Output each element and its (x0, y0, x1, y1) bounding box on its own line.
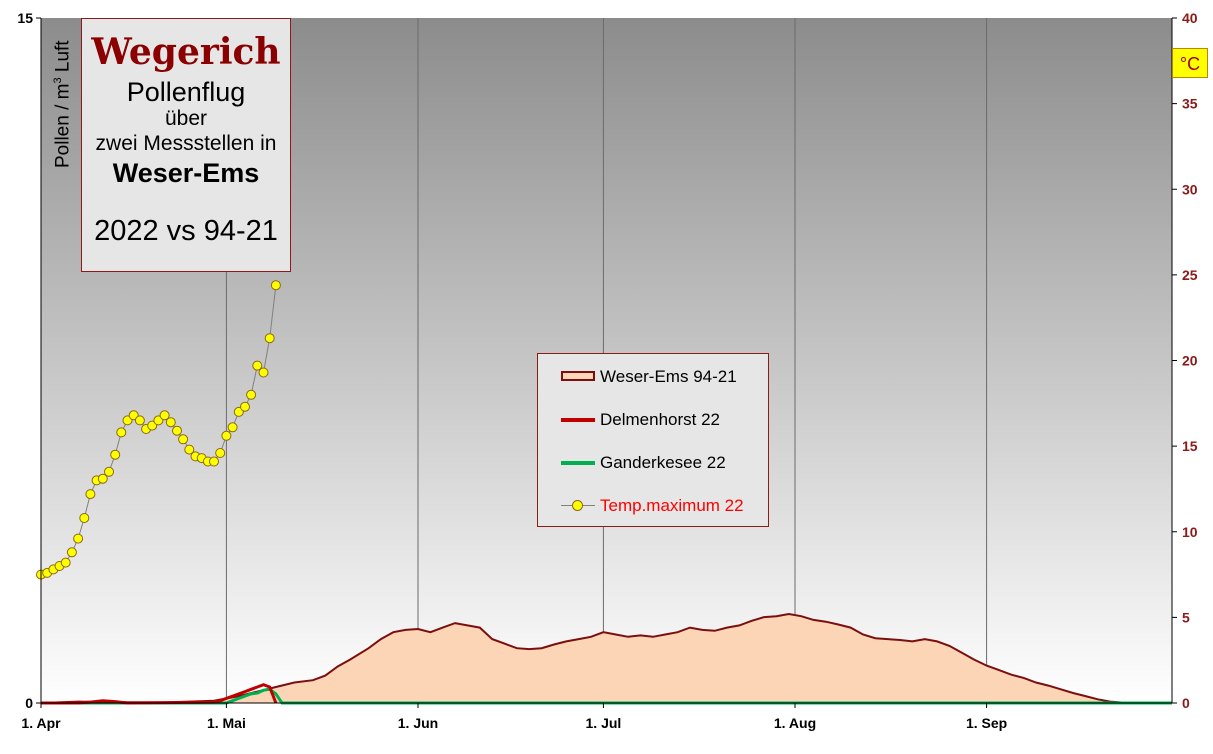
temperature-point-30 (221, 430, 232, 441)
x-tick-label-4: 1. Aug (774, 715, 816, 731)
chart-subtitle-2: über (164, 107, 208, 130)
temperature-point-7 (79, 513, 90, 523)
chart-title: Wegerich (91, 31, 281, 73)
legend-label-delmenhorst: Delmenhorst 22 (600, 410, 721, 429)
chart-subtitle-1: Pollenflug (126, 77, 246, 107)
y-right-tick-label-3: 15 (1182, 438, 1198, 454)
axes: 0 15 0 5 10 15 20 25 30 35 40 1. Apr 1. Mai 1. Jun 1. … (17, 10, 1197, 731)
y-right-tick-label-2: 10 (1182, 524, 1198, 540)
y-axis-left-label-tail: Luft (52, 40, 74, 78)
temperature-point-37 (264, 333, 275, 344)
y-axis-left-label: Pollen / m3 Luft (52, 40, 74, 168)
temperature-point-28 (209, 456, 219, 467)
temperature-point-10 (97, 473, 108, 484)
temperature-point-20 (159, 410, 170, 421)
temperature-point-29 (215, 448, 226, 458)
legend-label-temperature: Temp.maximum 22 (600, 496, 744, 515)
series-area-line (40, 612, 1172, 704)
temperature-point-12 (110, 449, 121, 460)
legend-swatch-ganderkesee (560, 452, 596, 474)
temperature-unit-badge: °C (1172, 48, 1208, 78)
temperature-point-21 (165, 417, 176, 428)
temperature-point-16 (134, 415, 145, 426)
x-tick-label-3: 1. Jul (586, 715, 622, 731)
y-axis-left-label-sup: 3 (52, 77, 64, 84)
chart-region: Weser-Ems (112, 158, 260, 188)
y-right-tick-label-5: 25 (1182, 267, 1198, 283)
y-right-tick-label-7: 35 (1182, 96, 1198, 112)
y-left-tick-label-0: 0 (25, 695, 33, 711)
temperature-point-33 (240, 401, 250, 412)
series-layer (36, 280, 1172, 705)
series-delmenhorst-line (41, 683, 278, 705)
y-right-tick-label-4: 20 (1182, 353, 1198, 369)
y-right-tick-label-1: 5 (1182, 609, 1190, 625)
title-box: Wegerich Pollenflug über zwei Messstelle… (81, 18, 291, 272)
x-tick-label-2: 1. Jun (398, 715, 438, 731)
y-right-tick-label-8: 40 (1182, 10, 1198, 26)
legend-item-delmenhorst: Delmenhorst 22 (560, 409, 720, 431)
temperature-point-36 (258, 367, 269, 378)
temperature-point-4 (60, 557, 71, 568)
temperature-point-35 (252, 360, 263, 371)
temperature-point-38 (270, 280, 281, 291)
legend-label-ganderkesee: Ganderkesee 22 (600, 453, 726, 472)
temperature-point-23 (178, 434, 189, 445)
legend-item-avg: Weser-Ems 94-21 (560, 366, 737, 388)
temperature-point-6 (73, 533, 84, 544)
y-axis-left-label-main: Pollen / m (52, 83, 74, 168)
legend-swatch-avg (560, 366, 596, 388)
x-tick-label-1: 1. Mai (207, 715, 246, 731)
x-tick-label-5: 1. Sep (966, 715, 1007, 731)
temperature-point-22 (172, 425, 182, 436)
temperature-point-34 (246, 389, 257, 400)
temperature-point-8 (85, 489, 96, 500)
chart-subtitle-3: zwei Messstellen in (95, 132, 277, 155)
chart-comparison: 2022 vs 94-21 (94, 215, 278, 247)
y-right-tick-label-0: 0 (1182, 695, 1190, 711)
y-right-tick-label-6: 30 (1182, 181, 1198, 197)
legend-label-avg: Weser-Ems 94-21 (600, 367, 737, 386)
x-tick-label-0: 1. Apr (21, 715, 61, 731)
y-left-tick-label-1: 15 (17, 10, 33, 26)
legend-item-ganderkesee: Ganderkesee 22 (560, 452, 726, 474)
series-ganderkesee-line (41, 687, 1172, 705)
legend-item-temperature: Temp.maximum 22 (560, 495, 744, 517)
legend-swatch-delmenhorst (560, 409, 596, 431)
legend: Weser-Ems 94-21 Delmenhorst 22 Ganderkes… (537, 353, 769, 527)
series-area-fill (41, 614, 1172, 703)
legend-swatch-temperature (560, 495, 596, 517)
temperature-point-5 (66, 547, 77, 558)
temperature-point-13 (116, 427, 127, 438)
temperature-point-11 (104, 466, 114, 477)
temperature-point-31 (227, 422, 238, 433)
temperature-point-24 (184, 444, 195, 455)
